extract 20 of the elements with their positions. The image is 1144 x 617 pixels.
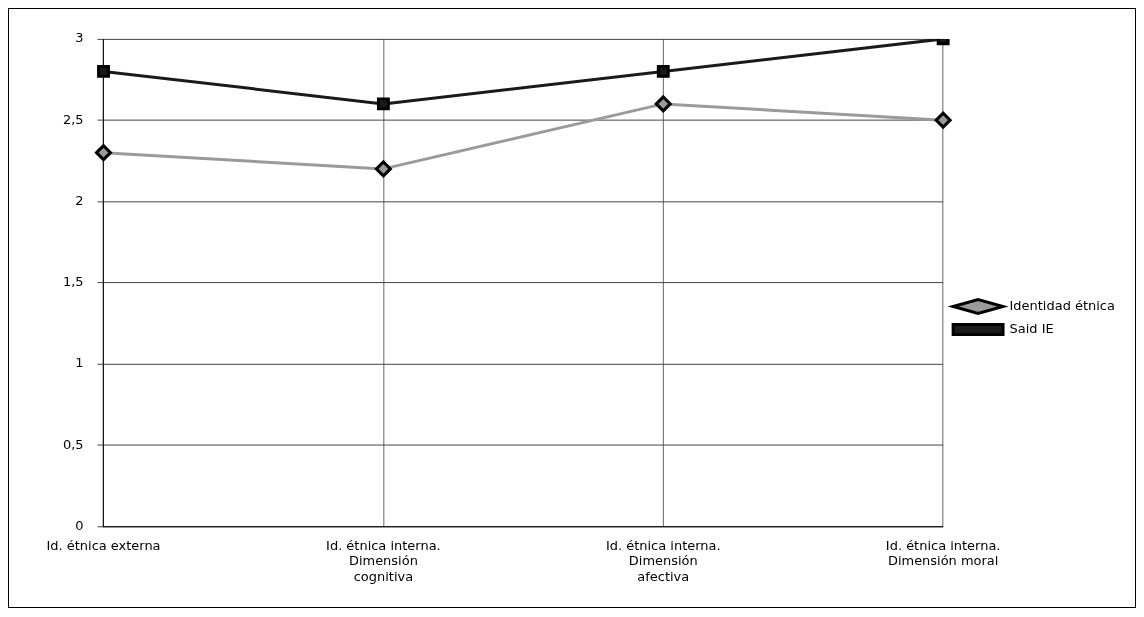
point (95, 144, 112, 162)
point (654, 95, 672, 113)
y-tick-label: 2,5 (62, 111, 84, 127)
point (97, 64, 110, 78)
legend-label: Said IE (1009, 320, 1054, 336)
point (656, 64, 670, 78)
x-tick-label: Id. étnica interna. Dimensión afectiva (605, 537, 721, 584)
x-tick-label: Id. étnica interna. Dimensión cognitiva (326, 537, 441, 584)
y-tick-label: 0,5 (62, 436, 84, 452)
point (376, 97, 390, 111)
point (934, 111, 952, 129)
y-tick-label: 1 (75, 355, 84, 371)
y-tick-label: 0 (75, 517, 84, 533)
y-tick-label: 2 (75, 192, 84, 208)
legend-label: Identidad étnica (1009, 297, 1115, 313)
point (374, 160, 392, 178)
y-tick-label: 3 (75, 30, 84, 46)
x-tick-label: Id. étnica externa (46, 537, 161, 553)
y-tick-label: 1,5 (62, 274, 84, 290)
x-tick-label: Id. étnica interna. Dimensión moral (885, 537, 1001, 569)
